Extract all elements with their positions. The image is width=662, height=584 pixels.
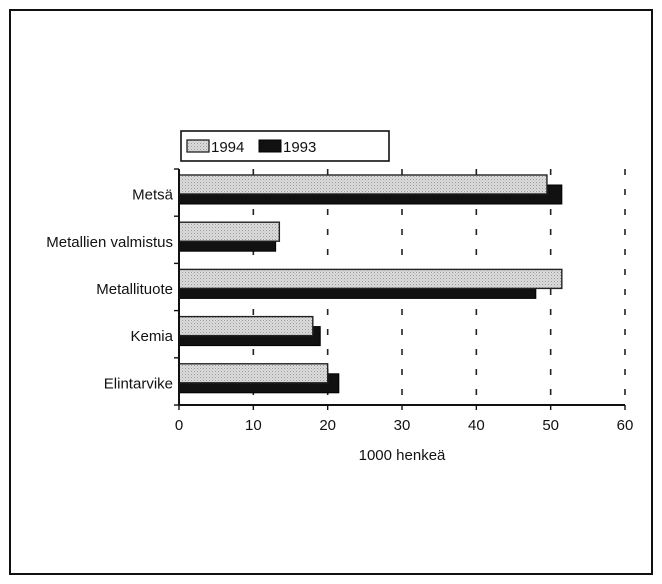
- bar-1994: [178, 363, 329, 384]
- bar-chart: 0 10 20 30 40 50 60 Metsä Metallien valmistus Met…: [46, 130, 633, 464]
- x-tick-label: 40: [468, 417, 485, 434]
- x-tick-label: 20: [319, 417, 336, 434]
- category-label: Metallien valmistus: [46, 234, 173, 251]
- x-tick-label: 50: [542, 417, 559, 434]
- bar-1994: [178, 221, 281, 242]
- legend-box: [180, 130, 390, 162]
- x-tick-label: 30: [394, 417, 411, 434]
- axes: [174, 168, 626, 410]
- category-label: Kemia: [130, 328, 173, 345]
- x-axis-title: 1000 henkeä: [359, 447, 446, 464]
- x-tick-label: 0: [175, 417, 183, 434]
- x-tick-label: 60: [617, 417, 634, 434]
- bar-1994: [178, 174, 548, 195]
- legend-label-1993: 1993: [283, 139, 316, 156]
- labels: 0 10 20 30 40 50 60 Metsä Metallien valmistus Met…: [46, 187, 633, 464]
- bar-1994: [178, 268, 563, 290]
- bar-1994: [178, 315, 314, 337]
- category-label: Metallituote: [96, 281, 173, 298]
- category-label: Metsä: [132, 187, 174, 204]
- legend-label-1994: 1994: [211, 139, 244, 156]
- legend-swatch-1993: [258, 139, 282, 153]
- x-tick-label: 10: [245, 417, 262, 434]
- legend-swatch-1994: [186, 139, 210, 153]
- bars: [178, 174, 563, 394]
- legend: 1994 1993: [180, 130, 390, 162]
- category-label: Elintarvike: [104, 375, 173, 392]
- chart-frame: 0 10 20 30 40 50 60 Metsä Metallien valmistus Met…: [9, 9, 653, 575]
